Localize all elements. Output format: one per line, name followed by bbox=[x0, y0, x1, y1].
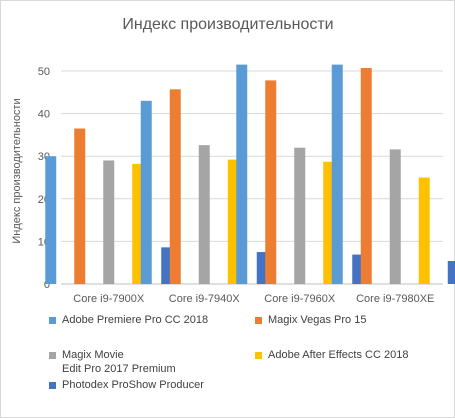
legend: Adobe Premiere Pro CC 2018 Magix Vegas P… bbox=[1, 313, 455, 413]
legend-swatch bbox=[49, 382, 56, 389]
bar bbox=[236, 64, 248, 284]
bar bbox=[360, 68, 372, 284]
legend-label: Adobe Premiere Pro CC 2018 bbox=[62, 314, 209, 326]
x-tick-label: Core i9-7940X bbox=[169, 293, 241, 305]
bar bbox=[323, 161, 335, 284]
x-axis-ticks: Core i9-7900X Core i9-7940X Core i9-7960X C… bbox=[73, 293, 434, 305]
bar bbox=[198, 145, 210, 284]
bar bbox=[447, 260, 455, 284]
bar bbox=[256, 252, 268, 284]
legend-swatch bbox=[49, 352, 56, 359]
y-tick-label: 0 bbox=[44, 279, 50, 291]
y-tick-label: 50 bbox=[38, 66, 50, 78]
bar bbox=[140, 100, 152, 284]
legend-label: Photodex ProShow Producer bbox=[62, 379, 204, 391]
bar bbox=[169, 89, 181, 285]
legend-label: Magix Movie Edit Pro 2017 Premium bbox=[62, 349, 176, 375]
y-axis-label: Индекс производительности bbox=[11, 98, 23, 243]
bar bbox=[352, 254, 364, 284]
legend-label: Magix Vegas Pro 15 bbox=[268, 314, 367, 326]
legend-swatch bbox=[255, 352, 262, 359]
legend-label: Adobe After Effects CC 2018 bbox=[268, 349, 409, 361]
bar bbox=[389, 149, 401, 284]
bar bbox=[227, 159, 239, 284]
legend-item-proshow: Photodex ProShow Producer bbox=[49, 378, 204, 392]
chart-title: Индекс производительности bbox=[122, 16, 333, 33]
bar bbox=[294, 147, 306, 284]
bar bbox=[45, 156, 57, 284]
bar bbox=[103, 160, 115, 284]
bar bbox=[418, 177, 430, 284]
bar bbox=[132, 163, 144, 284]
legend-item-vegas: Magix Vegas Pro 15 bbox=[255, 313, 366, 327]
legend-swatch bbox=[255, 317, 262, 324]
bar bbox=[331, 64, 343, 284]
legend-item-movie-edit: Magix Movie Edit Pro 2017 Premium bbox=[49, 348, 176, 376]
x-tick-label: Core i9-7900X bbox=[73, 293, 145, 305]
x-tick-label: Core i9-7980XE bbox=[356, 293, 434, 305]
x-tick-label: Core i9-7960X bbox=[264, 293, 336, 305]
bars bbox=[45, 64, 455, 285]
bar-chart: Индекс производительности Индекс произво… bbox=[11, 16, 455, 305]
y-tick-label: 40 bbox=[38, 109, 50, 121]
bar bbox=[74, 128, 86, 284]
gridlines bbox=[61, 70, 443, 285]
legend-item-premiere: Adobe Premiere Pro CC 2018 bbox=[49, 313, 208, 327]
legend-item-after-effects: Adobe After Effects CC 2018 bbox=[255, 348, 408, 362]
bar bbox=[161, 247, 173, 284]
bar bbox=[265, 80, 277, 284]
legend-swatch bbox=[49, 317, 56, 324]
